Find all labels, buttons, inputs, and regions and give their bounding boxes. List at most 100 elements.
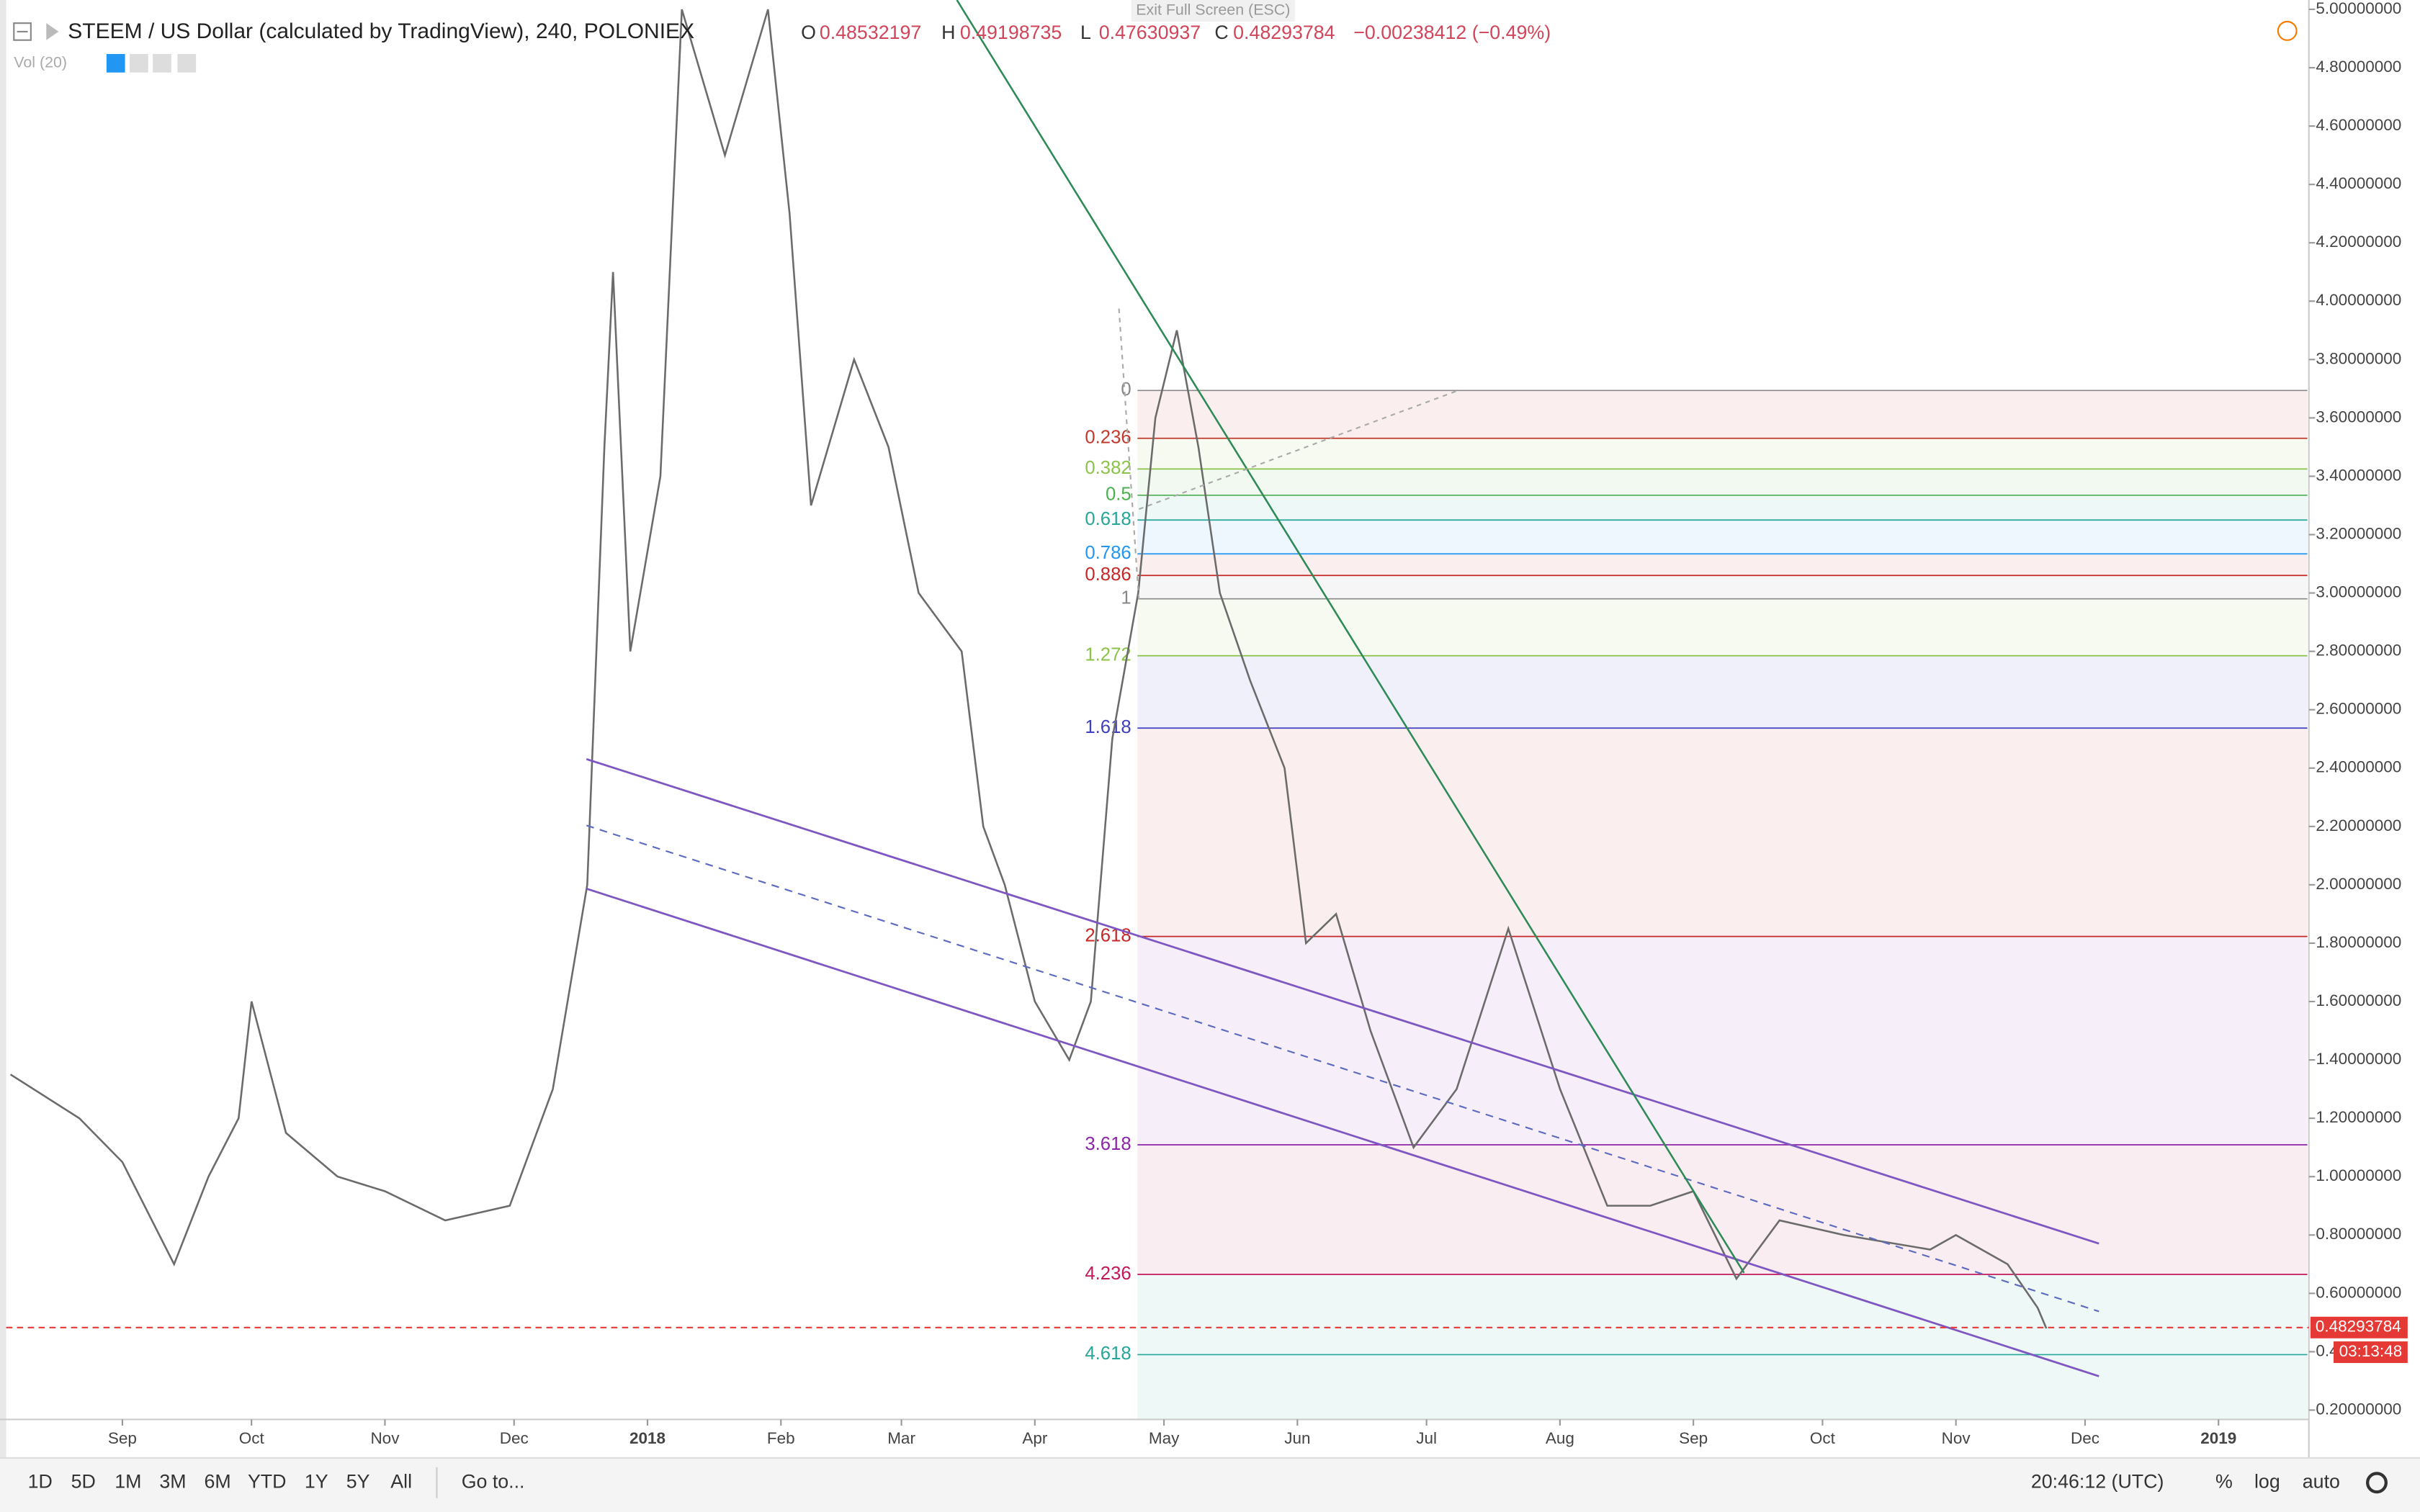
x-tick-label: Feb: [767, 1429, 795, 1447]
x-tick-label: Dec: [2071, 1429, 2099, 1447]
fib-label: 0.382: [1085, 458, 1131, 478]
fib-label: 4.618: [1085, 1344, 1131, 1364]
trend-line: [956, 0, 1745, 1274]
symbol-icon: [46, 23, 59, 40]
fib-band: [1137, 728, 2308, 937]
y-tick-label: 1.40000000: [2316, 1050, 2401, 1068]
fib-label: 1.272: [1085, 645, 1131, 665]
change: −0.00238412 (−0.49%): [1353, 22, 1551, 43]
x-tick-label: Oct: [1810, 1429, 1836, 1447]
y-tick-label: 1.80000000: [2316, 933, 2401, 951]
x-tick-label: Jun: [1284, 1429, 1310, 1447]
exit-fullscreen-button[interactable]: [1131, 0, 1295, 22]
fib-label: 3.618: [1085, 1134, 1131, 1154]
collapse-icon[interactable]: [13, 22, 32, 41]
last-price-tag: [2310, 1316, 2408, 1338]
y-tick-label: 5.00000000: [2316, 0, 2401, 17]
left-border: [0, 0, 6, 1458]
x-tick-label: Mar: [887, 1429, 915, 1447]
y-tick-label: 0.80000000: [2316, 1225, 2401, 1243]
exit-fullscreen[interactable]: Exit Full Screen (ESC): [1136, 1, 1290, 19]
range-button[interactable]: 3M: [159, 1470, 186, 1492]
fib-band: [1137, 1145, 2308, 1274]
y-tick-label: 1.60000000: [2316, 991, 2401, 1009]
ohlc-key: O: [801, 22, 816, 43]
x-tick-label: 2018: [629, 1429, 666, 1447]
price-axis: [2308, 0, 2420, 1458]
x-tick-label: Apr: [1022, 1429, 1048, 1447]
price-line: [9, 9, 2048, 1329]
countdown: 03:13:48: [2339, 1342, 2403, 1360]
x-tick-label: May: [1149, 1429, 1180, 1447]
clock: 20:46:12 (UTC): [2031, 1470, 2164, 1492]
y-tick-label: 4.40000000: [2316, 174, 2401, 192]
range-button[interactable]: 5Y: [346, 1470, 370, 1492]
fib-label: 0.886: [1085, 564, 1131, 585]
x-tick-label: 2019: [2200, 1429, 2236, 1447]
range-button[interactable]: YTD: [248, 1470, 287, 1492]
y-tick-label: 2.00000000: [2316, 875, 2401, 893]
range-button[interactable]: 1D: [28, 1470, 53, 1492]
x-tick-label: Sep: [108, 1429, 137, 1447]
fib-label: 0.786: [1085, 543, 1131, 563]
x-tick-label: Aug: [1546, 1429, 1574, 1447]
ohlc-key: L: [1080, 22, 1091, 43]
range-button[interactable]: 1Y: [305, 1470, 328, 1492]
range-button[interactable]: 5D: [71, 1470, 96, 1492]
eye-button[interactable]: [106, 54, 125, 73]
fib-band: [1137, 554, 2308, 576]
ohlc-key: H: [941, 22, 955, 43]
goto-button[interactable]: Go to...: [462, 1470, 525, 1492]
remove-button[interactable]: [177, 54, 197, 73]
channel-mid: [586, 824, 2099, 1313]
x-tick-label: Nov: [1942, 1429, 1971, 1447]
fib-band: [1137, 936, 2308, 1146]
x-tick-label: Jul: [1416, 1429, 1437, 1447]
bottom-toolbar: [0, 1458, 2420, 1512]
fib-band: [1137, 598, 2308, 656]
range-button[interactable]: 1M: [115, 1470, 141, 1492]
y-tick-label: 3.80000000: [2316, 349, 2401, 367]
ohlc-key: C: [1214, 22, 1228, 43]
scale-option[interactable]: %: [2215, 1470, 2233, 1492]
fib-band: [1137, 1354, 2308, 1420]
range-button[interactable]: All: [390, 1470, 412, 1492]
fib-label: 2.618: [1085, 925, 1131, 945]
settings-button[interactable]: [130, 54, 148, 73]
y-tick-label: 4.20000000: [2316, 233, 2401, 251]
ohlc-value: 0.47630937: [1099, 22, 1201, 43]
fib-label: 0.236: [1085, 428, 1131, 448]
y-tick-label: 4.80000000: [2316, 58, 2401, 76]
fib-band: [1137, 438, 2308, 469]
source-button[interactable]: [153, 54, 171, 73]
fib-band: [1137, 655, 2308, 729]
fib-label: 0.5: [1106, 485, 1131, 505]
channel-lower: [586, 887, 2099, 1377]
fib-band: [1137, 575, 2308, 599]
fib-anchor-line: [1118, 308, 1140, 602]
fib-band: [1137, 1274, 2308, 1355]
ohlc-value: 0.49198735: [960, 22, 1062, 43]
y-tick-label: 2.80000000: [2316, 642, 2401, 660]
fib-band: [1137, 390, 2308, 438]
y-tick-label: 2.40000000: [2316, 758, 2401, 776]
fib-label: 4.236: [1085, 1264, 1131, 1284]
warning-icon[interactable]: [2277, 20, 2298, 41]
y-tick-label: 4.00000000: [2316, 291, 2401, 309]
y-tick-label: 3.00000000: [2316, 583, 2401, 601]
settings-gear-icon: [2366, 1472, 2388, 1494]
scale-option[interactable]: auto: [2303, 1470, 2340, 1492]
channel-upper: [586, 757, 2099, 1245]
scale-option[interactable]: log: [2254, 1470, 2280, 1492]
x-tick-label: Nov: [370, 1429, 400, 1447]
y-tick-label: 3.60000000: [2316, 408, 2401, 426]
range-button[interactable]: 6M: [205, 1470, 231, 1492]
y-tick-label: 3.40000000: [2316, 466, 2401, 484]
y-tick-label: 2.60000000: [2316, 700, 2401, 718]
y-tick-label: 1.00000000: [2316, 1166, 2401, 1184]
y-tick-label: 2.20000000: [2316, 816, 2401, 834]
y-tick-label: 1.20000000: [2316, 1108, 2401, 1126]
